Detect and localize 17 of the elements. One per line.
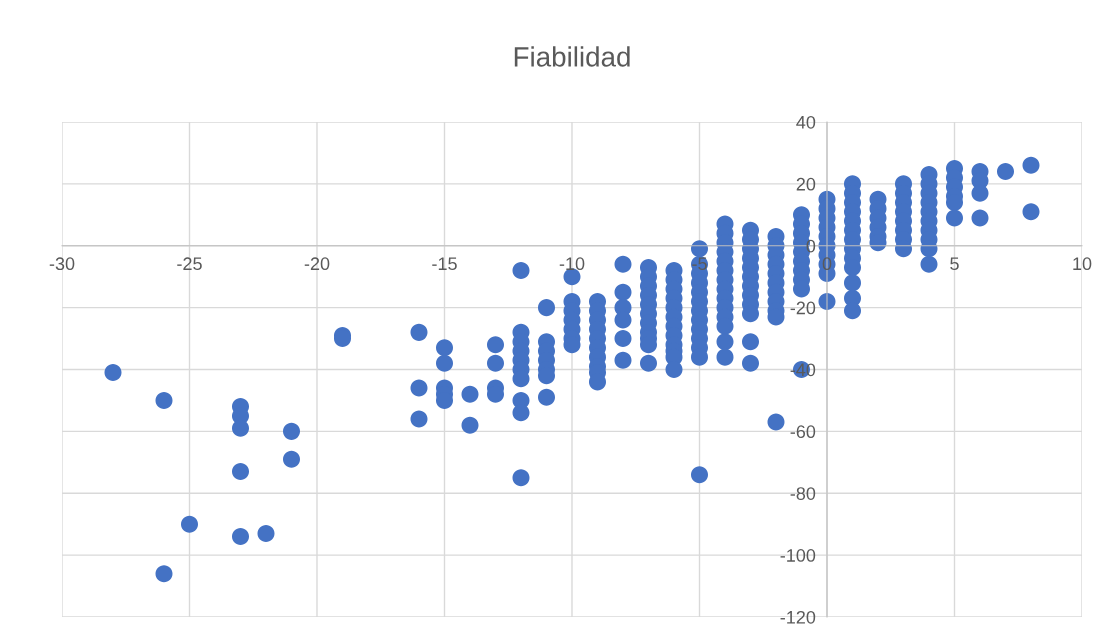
x-tick-label: -10 [559,257,585,271]
x-tick-label: -25 [177,257,202,271]
x-tick-label: 5 [950,257,959,271]
chart-title: Fiabilidad [514,46,630,67]
y-tick-label: -100 [780,549,816,562]
y-tick-label: -80 [790,487,816,500]
y-tick-label: 20 [796,177,816,191]
y-tick-label: 0 [806,239,816,253]
y-tick-label: 40 [796,115,816,129]
x-tick-label: -30 [49,257,75,271]
y-tick-label: -120 [780,610,816,624]
x-tick-label: -20 [304,257,330,271]
x-tick-label: -15 [432,257,457,271]
x-tick-label: 10 [1073,257,1092,271]
y-tick-label: -20 [790,301,816,315]
y-tick-label: -60 [790,425,816,439]
x-tick-label: -5 [692,257,707,271]
